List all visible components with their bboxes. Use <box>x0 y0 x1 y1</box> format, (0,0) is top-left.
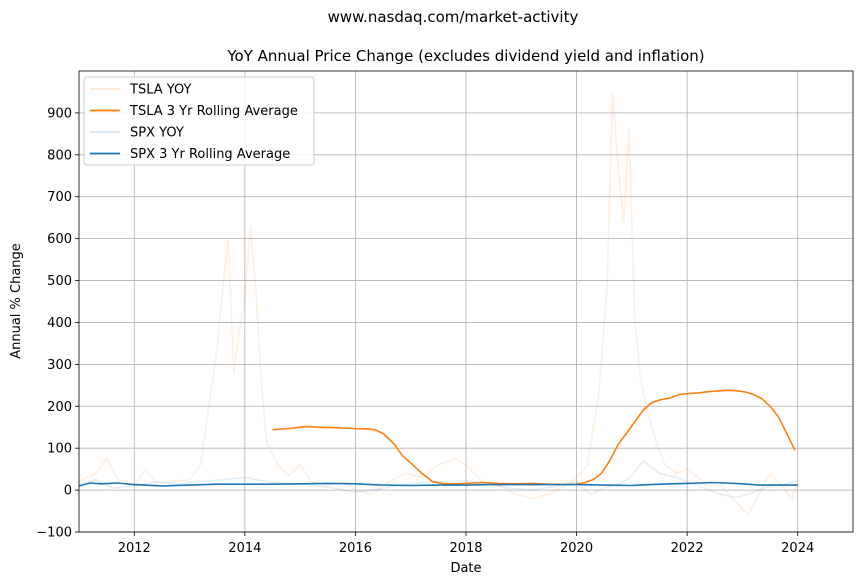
series-line-tsla-yoy <box>79 91 799 516</box>
x-tick-label: 2016 <box>339 541 372 556</box>
y-tick-label: 0 <box>64 484 72 499</box>
x-tick-label: 2014 <box>228 541 261 556</box>
y-tick-label: 900 <box>47 106 72 121</box>
legend-box <box>83 76 315 166</box>
y-tick-label: 500 <box>47 274 72 289</box>
legend-label-spx-3-yr-rolling-average: SPX 3 Yr Rolling Average <box>130 147 290 162</box>
legend-label-tsla-yoy: TSLA YOY <box>129 83 192 98</box>
series-layer <box>79 91 799 516</box>
y-tick-label: 300 <box>47 358 72 373</box>
y-tick-label: 600 <box>47 232 72 247</box>
x-tick-label: 2012 <box>118 541 151 556</box>
chart-suptitle: www.nasdaq.com/market-activity <box>328 8 579 26</box>
series-line-spx-3-yr-rolling-average <box>79 481 798 487</box>
x-tick-label: 2022 <box>671 541 704 556</box>
chart-title: YoY Annual Price Change (excludes divide… <box>226 47 704 65</box>
y-tick-label: 400 <box>47 316 72 331</box>
grid <box>79 71 853 533</box>
y-tick-label: 800 <box>47 148 72 163</box>
legend-label-tsla-3-yr-rolling-average: TSLA 3 Yr Rolling Average <box>129 104 298 119</box>
y-tick-label: 100 <box>47 442 72 457</box>
y-tick-label: 700 <box>47 190 72 205</box>
ticks: 2012 2014 2016 2018 2020 2022 2024 −100 0 100 200 3… <box>36 106 814 556</box>
y-tick-label: −100 <box>36 526 72 541</box>
x-tick-label: 2020 <box>560 541 593 556</box>
y-tick-label: 200 <box>47 400 72 415</box>
x-tick-label: 2018 <box>449 541 482 556</box>
x-tick-label: 2024 <box>781 541 814 556</box>
legend: TSLA YOY TSLA 3 Yr Rolling Average SPX YOY… <box>83 76 315 166</box>
series-line-tsla-3-yr-rolling-average <box>272 389 796 486</box>
series-line-spx-yoy <box>79 460 798 499</box>
y-axis-label: Annual % Change <box>9 243 24 359</box>
legend-label-spx-yoy: SPX YOY <box>130 126 184 141</box>
x-axis-label: Date <box>450 561 481 576</box>
